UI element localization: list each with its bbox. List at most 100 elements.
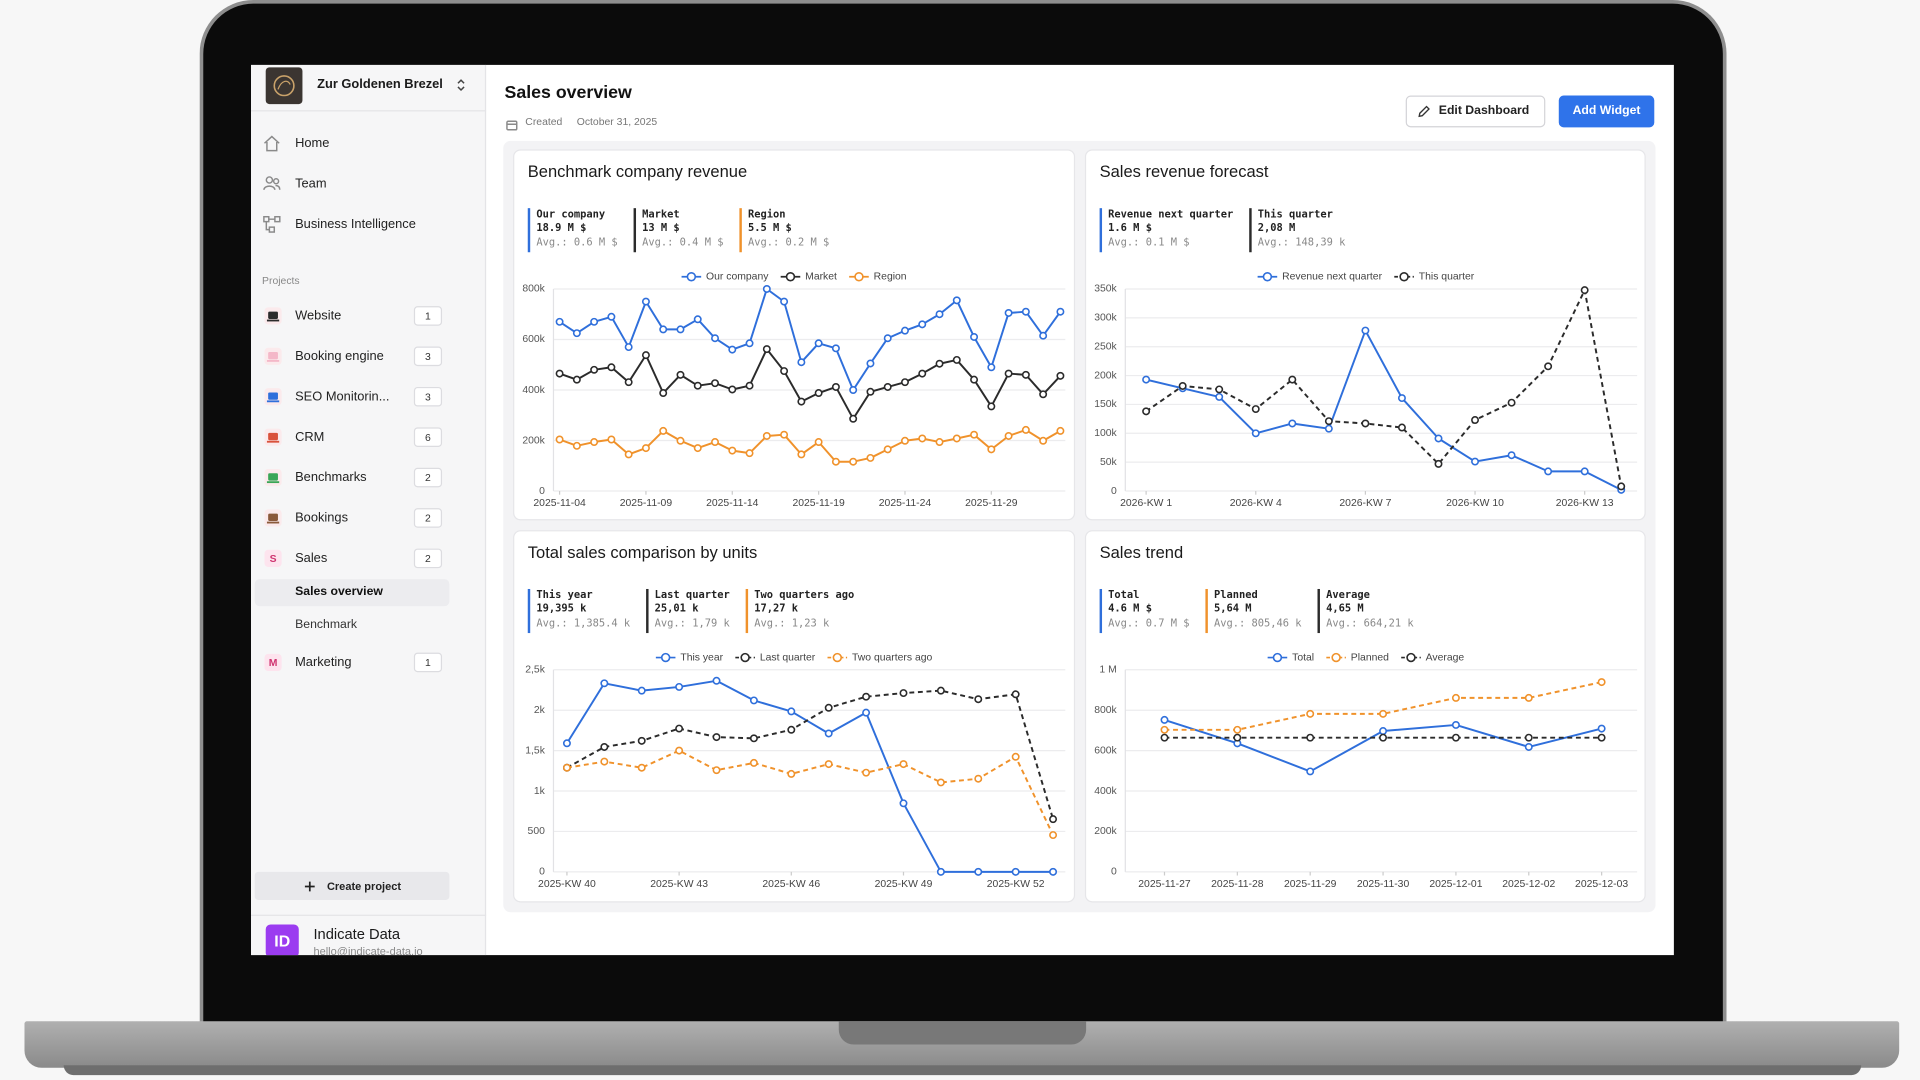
edit-dashboard-button[interactable] xyxy=(1405,95,1546,128)
nav-icon xyxy=(262,133,282,153)
series-line xyxy=(566,689,1054,820)
series-line xyxy=(1145,289,1623,487)
data-point xyxy=(849,457,858,466)
nav-item[interactable]: Business Intelligence xyxy=(295,216,416,232)
data-point xyxy=(936,778,945,787)
x-tick-label: 2025-11-09 xyxy=(620,498,673,509)
data-point xyxy=(797,358,806,367)
chart-title: Sales trend xyxy=(1100,543,1184,562)
data-point xyxy=(899,799,908,808)
data-point xyxy=(1306,709,1315,718)
data-point xyxy=(590,365,599,374)
y-tick-label: 0 xyxy=(539,486,545,497)
stat-bar xyxy=(739,208,742,253)
workspace-name[interactable]: Zur Goldenen Brezel xyxy=(317,77,443,92)
workspace-logo xyxy=(265,67,303,105)
y-tick-label: 0 xyxy=(1111,867,1117,878)
data-point xyxy=(1160,715,1169,724)
data-point xyxy=(1434,459,1443,468)
stat-average: Avg.: 805,46 k xyxy=(1214,617,1302,629)
data-point xyxy=(1021,307,1030,316)
project-name[interactable]: Benchmarks xyxy=(295,470,367,485)
project-icon: S xyxy=(264,549,282,567)
data-point xyxy=(693,381,702,390)
create-project-button[interactable] xyxy=(254,871,450,900)
legend-label: Region xyxy=(874,271,907,282)
data-point xyxy=(970,375,979,384)
project-name[interactable]: Marketing xyxy=(295,655,352,670)
data-point xyxy=(935,359,944,368)
add-widget-button[interactable]: Add Widget xyxy=(1558,95,1655,128)
legend-marker xyxy=(740,652,750,663)
project-name[interactable]: Booking engine xyxy=(295,348,384,364)
project-name[interactable]: Website xyxy=(295,308,342,324)
data-point xyxy=(1178,381,1187,390)
data-point xyxy=(641,351,650,360)
data-point xyxy=(637,763,646,772)
data-point xyxy=(562,763,571,772)
data-point xyxy=(762,431,771,440)
y-tick-label: 2,5k xyxy=(525,665,545,676)
data-point xyxy=(866,359,875,368)
legend-label: Last quarter xyxy=(760,652,816,663)
chart-title: Benchmark company revenue xyxy=(528,162,747,181)
series-line xyxy=(559,288,1062,391)
stat-value: 13 M $ xyxy=(642,222,680,234)
data-point xyxy=(862,692,871,701)
data-point xyxy=(1233,733,1242,742)
edit-dashboard-label[interactable]: Edit Dashboard xyxy=(1438,104,1530,118)
stat-value: 1.6 M $ xyxy=(1108,222,1152,234)
user-name[interactable]: Indicate Data xyxy=(313,925,401,943)
data-point xyxy=(749,696,758,705)
data-point xyxy=(1288,375,1297,384)
data-point xyxy=(1142,407,1151,416)
x-tick-label: 2025-12-01 xyxy=(1429,879,1482,890)
legend-marker xyxy=(1272,652,1283,663)
data-point xyxy=(1011,867,1020,876)
y-tick-label: 1 M xyxy=(1099,665,1116,676)
data-point xyxy=(607,363,616,372)
legend-label: Average xyxy=(1426,652,1465,663)
data-point xyxy=(780,367,789,376)
data-point xyxy=(659,426,668,435)
data-point xyxy=(1597,724,1606,733)
data-point xyxy=(641,444,650,453)
stat-average: Avg.: 0.1 M $ xyxy=(1108,236,1189,248)
project-name[interactable]: Bookings xyxy=(295,510,349,526)
data-point xyxy=(659,389,668,398)
stat-label: Total xyxy=(1108,589,1139,601)
project-page[interactable]: Benchmark xyxy=(295,618,358,632)
data-point xyxy=(974,867,983,876)
data-point xyxy=(1324,417,1333,426)
data-point xyxy=(866,387,875,396)
nav-item[interactable]: Team xyxy=(295,176,327,192)
legend-item: Planned xyxy=(1326,652,1389,663)
data-point xyxy=(974,774,983,783)
project-name[interactable]: Sales xyxy=(295,551,328,566)
page-highlight xyxy=(254,579,450,607)
data-point xyxy=(1544,362,1553,371)
data-point xyxy=(1039,331,1048,340)
nav-item[interactable]: Home xyxy=(295,135,330,151)
stat-bar xyxy=(646,588,649,634)
create-project-label[interactable]: Create project xyxy=(326,879,402,893)
stat-bar xyxy=(1205,588,1208,634)
stat-label: Market xyxy=(642,208,680,220)
data-point xyxy=(749,734,758,743)
stat-average: Avg.: 0.2 M $ xyxy=(748,236,829,248)
data-point xyxy=(814,438,823,447)
data-point xyxy=(555,435,564,444)
data-point xyxy=(883,334,892,343)
data-point xyxy=(1361,326,1370,335)
data-point xyxy=(676,370,685,379)
data-point xyxy=(693,315,702,324)
project-name[interactable]: SEO Monitorin... xyxy=(295,389,390,405)
project-page[interactable]: Sales overview xyxy=(295,585,383,599)
x-tick-label: 2025-11-27 xyxy=(1138,879,1191,890)
legend-item: This year xyxy=(655,652,724,663)
x-tick-label: 2025-KW 52 xyxy=(987,879,1045,890)
nav-icon xyxy=(262,214,282,234)
project-name[interactable]: CRM xyxy=(295,429,325,445)
stat-label: Average xyxy=(1326,589,1370,601)
data-point xyxy=(1288,419,1297,428)
